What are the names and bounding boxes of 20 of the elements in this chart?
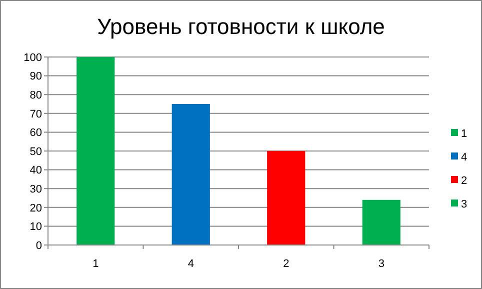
y-tick-label: 80	[30, 89, 42, 102]
y-tick-label: 20	[30, 202, 42, 214]
y-tick-label: 70	[30, 108, 42, 120]
legend-label: 3	[461, 198, 468, 210]
y-tick-label: 0	[36, 240, 42, 252]
y-tick-label: 50	[30, 146, 42, 158]
y-tick-label: 90	[30, 70, 42, 83]
x-tick-label: 1	[92, 258, 99, 270]
x-tick-label: 4	[188, 258, 194, 270]
y-tick-label: 40	[30, 164, 42, 177]
legend-label: 4	[461, 151, 468, 164]
y-tick-label: 60	[30, 127, 42, 140]
legend-label: 2	[461, 174, 468, 187]
y-tick-label: 10	[30, 221, 42, 234]
x-tick-label: 3	[378, 258, 384, 270]
chart-title: Уровень готовности к школе	[97, 14, 385, 39]
y-tick-label: 30	[30, 183, 42, 196]
y-tick-label: 100	[24, 52, 42, 64]
x-tick-label: 2	[283, 258, 290, 270]
legend-label: 1	[461, 128, 468, 140]
